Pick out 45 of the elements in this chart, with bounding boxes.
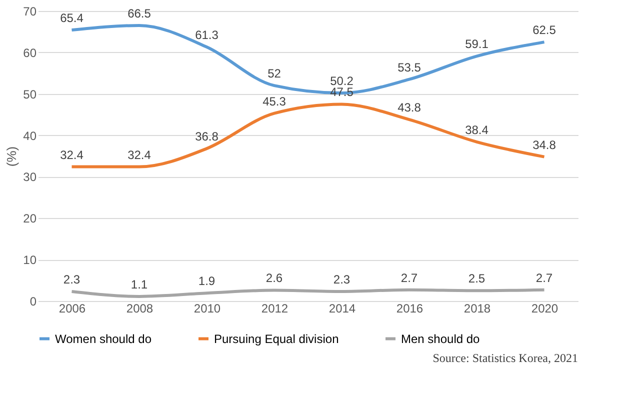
x-tick-label: 2010: [194, 302, 221, 316]
data-label: 52: [268, 66, 282, 81]
y-tick-label: 10: [23, 253, 37, 268]
y-tick-label: 70: [23, 4, 37, 18]
x-tick-label: 2012: [261, 302, 288, 316]
y-tick-label: 30: [23, 170, 37, 184]
data-label: 38.4: [465, 122, 489, 137]
data-label: 65.4: [60, 11, 84, 26]
data-label: 43.8: [398, 100, 422, 115]
x-tick-label: 2016: [396, 302, 424, 316]
source-note: Source: Statistics Korea, 2021: [432, 351, 578, 365]
y-axis-title: (%): [4, 146, 20, 167]
data-label: 59.1: [465, 37, 489, 52]
x-tick-label: 2006: [58, 302, 86, 316]
data-label: 36.8: [195, 130, 219, 144]
data-label: 45.3: [262, 94, 286, 108]
x-tick-label: 2014: [328, 302, 356, 316]
x-tick-label: 2020: [531, 302, 558, 316]
legend-label: Men should do: [401, 332, 480, 346]
line-series: [70, 288, 546, 298]
x-tick-label: 2018: [464, 302, 491, 316]
data-label: 61.3: [195, 28, 219, 42]
x-tick-label: 2008: [126, 302, 154, 316]
legend-label: Pursuing Equal division: [214, 332, 339, 346]
data-label: 2.7: [536, 270, 553, 285]
data-label: 50.2: [330, 74, 354, 88]
data-label: 32.4: [128, 148, 152, 162]
data-label: 1.1: [130, 277, 148, 292]
data-label: 66.5: [128, 6, 152, 20]
data-label: 32.4: [60, 148, 84, 162]
data-label: 53.5: [398, 60, 422, 74]
data-label: 62.5: [532, 23, 556, 38]
legend-label: Women should do: [55, 332, 152, 346]
data-label: 2.7: [400, 270, 418, 285]
y-tick-label: 40: [23, 128, 37, 143]
data-label: 2.3: [63, 272, 80, 286]
data-label: 34.8: [532, 138, 556, 152]
data-label: 1.9: [198, 274, 216, 288]
data-label: 2.3: [333, 272, 350, 286]
y-tick-label: 60: [23, 46, 37, 60]
data-label: 2.5: [468, 272, 486, 286]
data-label: 2.6: [266, 271, 283, 286]
y-tick-label: 0: [30, 294, 37, 308]
y-tick-label: 20: [23, 212, 37, 226]
y-tick-label: 50: [23, 87, 37, 102]
